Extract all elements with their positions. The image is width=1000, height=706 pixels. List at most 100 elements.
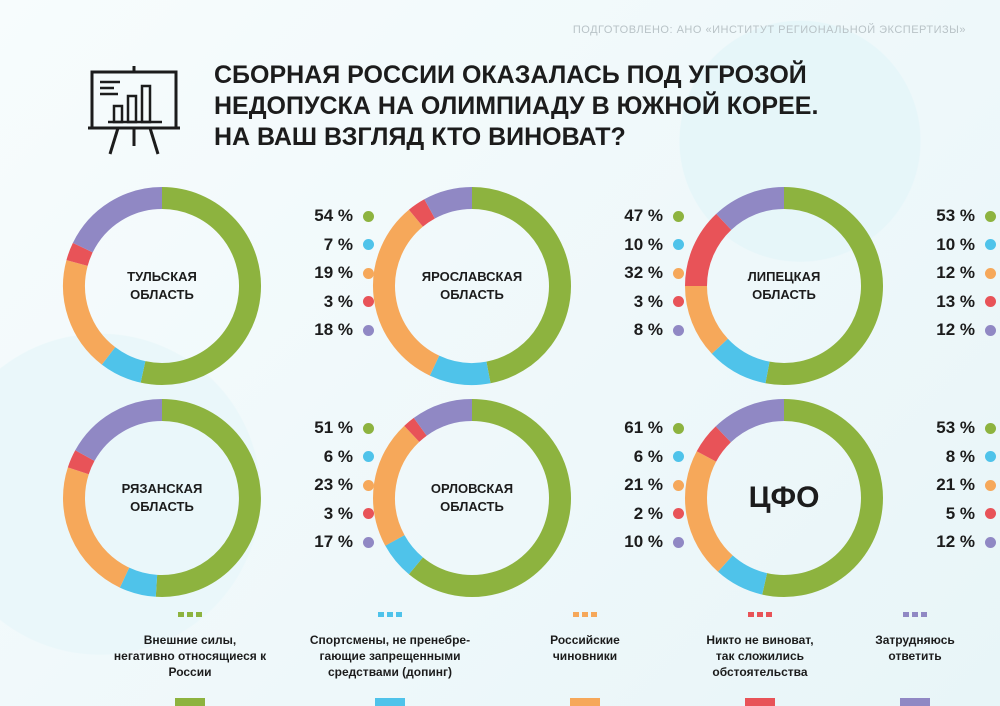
region-label-line: ЛИПЕЦКАЯ — [747, 269, 821, 284]
legend-dot-green — [363, 210, 374, 222]
donut-slice-orange — [63, 467, 130, 588]
region-label: ЯРОСЛАВСКАЯ ОБЛАСТЬ — [372, 186, 572, 386]
legend-label: Российские чиновники — [550, 633, 620, 663]
region-label: ЦФО — [684, 398, 884, 598]
value-row: 3 % — [574, 288, 684, 317]
region-label-line: ОБЛАСТЬ — [752, 287, 816, 302]
donut-slice-blue — [717, 555, 768, 595]
legend-dot-orange — [363, 267, 374, 279]
data-label: 8 % — [633, 320, 663, 340]
donut-chart-block: ОРЛОВСКАЯ ОБЛАСТЬ 61 % 6 % 21 % 2 % 10 % — [372, 398, 684, 598]
value-row: 21 % — [886, 471, 996, 500]
title-line: СБОРНАЯ РОССИИ ОКАЗАЛАСЬ ПОД УГРОЗОЙ — [214, 61, 807, 89]
data-label: 19 % — [314, 263, 353, 283]
region-label-line: ОБЛАСТЬ — [130, 287, 194, 302]
data-label: 10 % — [624, 532, 663, 552]
region-label: ОРЛОВСКАЯ ОБЛАСТЬ — [372, 398, 572, 598]
legend-dot-blue — [673, 239, 684, 251]
donut-chart-block: ЯРОСЛАВСКАЯ ОБЛАСТЬ 47 % 10 % 32 % 3 % 8 % — [372, 186, 684, 386]
legend-dashes — [105, 612, 275, 618]
data-label: 32 % — [624, 263, 663, 283]
legend-dot-green — [363, 422, 374, 434]
legend-label: Затрудняюсь ответить — [875, 633, 955, 663]
region-label-line: ОБЛАСТЬ — [440, 287, 504, 302]
value-list: 53 % 8 % 21 % 5 % 12 % — [886, 414, 996, 557]
legend: Внешние силы, негативно относящиеся к Ро… — [0, 612, 1000, 706]
data-label: 3 % — [633, 291, 663, 311]
legend-dot-red — [985, 296, 996, 308]
legend-dot-blue — [673, 451, 684, 463]
legend-dot-green — [673, 422, 684, 434]
data-label: 23 % — [314, 475, 353, 495]
donut-slice-red — [696, 426, 732, 462]
donut-slice-purple — [424, 187, 473, 219]
legend-dot-purple — [363, 536, 374, 548]
donut-slice-green — [762, 399, 883, 597]
value-row: 12 % — [886, 528, 996, 557]
region-label-line: ОБЛАСТЬ — [440, 499, 504, 514]
value-row: 51 % — [264, 414, 374, 443]
legend-label: Внешние силы, негативно относящиеся к Ро… — [113, 633, 267, 679]
legend-dot-red — [673, 296, 684, 308]
value-row: 8 % — [886, 443, 996, 472]
donut-slice-blue — [385, 534, 424, 575]
value-row: 53 % — [886, 414, 996, 443]
donut-chart — [63, 187, 261, 385]
donut-slice-red — [685, 213, 732, 287]
value-row: 54 % — [264, 202, 374, 231]
legend-item: Никто не виноват, так сложились обстояте… — [675, 612, 845, 680]
donut-slice-blue — [429, 355, 491, 385]
value-row: 47 % — [574, 202, 684, 231]
donut-chart — [685, 187, 883, 385]
legend-dashes — [500, 612, 670, 618]
donut-slice-purple — [413, 399, 473, 436]
donut-slice-green — [140, 187, 261, 385]
legend-dot-red — [363, 296, 374, 308]
donut-slice-orange — [685, 451, 733, 572]
donut-slice-red — [66, 242, 93, 267]
data-label: 47 % — [624, 206, 663, 226]
value-row: 10 % — [886, 231, 996, 260]
donut-chart-block: ЦФО 53 % 8 % 21 % 5 % 12 % — [684, 398, 996, 598]
donut-slice-red — [408, 199, 436, 227]
donut-chart-block: РЯЗАНСКАЯ ОБЛАСТЬ 51 % 6 % 23 % 3 % 17 % — [62, 398, 374, 598]
legend-dot-green — [673, 210, 684, 222]
value-row: 10 % — [574, 231, 684, 260]
data-label: 13 % — [936, 291, 975, 311]
region-label-line: ЯРОСЛАВСКАЯ — [421, 269, 523, 284]
data-label: 21 % — [936, 475, 975, 495]
donut-slice-orange — [685, 285, 729, 354]
data-label: 6 % — [323, 446, 353, 466]
donut-slice-purple — [72, 187, 163, 253]
value-row: 18 % — [264, 316, 374, 345]
donut-slice-orange — [63, 260, 116, 365]
data-label: 53 % — [936, 418, 975, 438]
data-label: 8 % — [945, 446, 975, 466]
legend-color-bar — [745, 698, 775, 706]
value-row: 7 % — [264, 231, 374, 260]
legend-dot-green — [985, 210, 996, 222]
region-label: ТУЛЬСКАЯ ОБЛАСТЬ — [62, 186, 262, 386]
legend-dot-red — [363, 508, 374, 520]
legend-item: Внешние силы, негативно относящиеся к Ро… — [105, 612, 275, 680]
legend-color-bar — [175, 698, 205, 706]
value-row: 53 % — [886, 202, 996, 231]
donut-slice-green — [408, 399, 571, 597]
donut-chart — [685, 399, 883, 597]
data-label: 10 % — [624, 234, 663, 254]
region-label: РЯЗАНСКАЯ ОБЛАСТЬ — [62, 398, 262, 598]
value-row: 10 % — [574, 528, 684, 557]
value-list: 53 % 10 % 12 % 13 % 12 % — [886, 202, 996, 345]
legend-dot-blue — [363, 451, 374, 463]
donut-slice-blue — [711, 338, 770, 384]
value-row: 13 % — [886, 288, 996, 317]
value-row: 12 % — [886, 259, 996, 288]
value-row: 8 % — [574, 316, 684, 345]
data-label: 53 % — [936, 206, 975, 226]
legend-dot-red — [985, 508, 996, 520]
donut-slice-blue — [101, 346, 146, 383]
donut-slice-purple — [716, 187, 785, 231]
data-label: 6 % — [633, 446, 663, 466]
title-line: НА ВАШ ВЗГЛЯД КТО ВИНОВАТ? — [214, 123, 626, 151]
donut-slice-green — [471, 187, 571, 384]
